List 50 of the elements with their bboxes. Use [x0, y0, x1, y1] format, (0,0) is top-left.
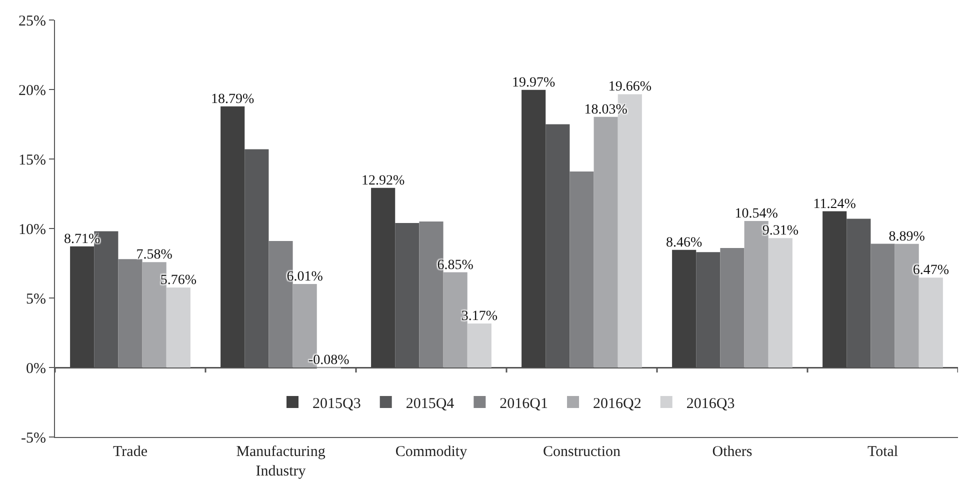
data-label: 18.79% [211, 92, 255, 107]
bar [118, 259, 142, 368]
y-tick-label: 0% [26, 360, 46, 377]
data-label: 19.66% [608, 80, 652, 95]
data-label: 18.03% [584, 102, 628, 118]
bar [720, 248, 744, 368]
bar [594, 116, 618, 368]
data-label: 7.58% [136, 248, 173, 263]
y-tick-label: -5% [21, 430, 46, 446]
bar [918, 278, 943, 368]
legend-label: 2016Q2 [593, 396, 642, 412]
bar [220, 106, 245, 368]
x-tick-label: Manufacturing Industry [236, 444, 326, 480]
x-tick-label: Construction [543, 444, 621, 460]
bar [70, 246, 94, 368]
x-tick-label: Total [867, 444, 898, 460]
legend-label: 2016Q3 [686, 396, 735, 412]
data-label: 19.97% [512, 75, 556, 90]
data-label: 10.54% [734, 206, 778, 222]
x-tick-label: Commodity [395, 444, 468, 460]
data-label: 8.46% [666, 235, 703, 250]
data-label: -0.08% [308, 353, 350, 368]
data-label: 5.76% [160, 272, 197, 288]
y-tick-label: 25% [18, 13, 46, 30]
bar [371, 188, 396, 368]
data-label: 6.01% [286, 269, 324, 284]
bar [672, 250, 696, 368]
legend-label: 2015Q3 [312, 396, 361, 412]
data-label: 3.17% [461, 308, 498, 324]
x-tick-label: Trade [113, 444, 148, 460]
bar [870, 244, 895, 368]
legend-label: 2015Q4 [406, 396, 455, 412]
data-label: 9.31% [762, 224, 799, 239]
y-tick-label: 20% [18, 82, 46, 99]
x-tick-label: Others [712, 444, 752, 460]
data-label: 8.89% [888, 229, 926, 244]
bar [570, 172, 594, 368]
legend-label: 2016Q1 [500, 396, 548, 412]
bar [522, 90, 546, 368]
bar [768, 238, 792, 368]
bar [467, 323, 492, 368]
data-label: 6.47% [912, 263, 950, 278]
bar [822, 211, 847, 368]
data-label: 6.85% [437, 258, 474, 273]
y-tick-label: 5% [26, 291, 46, 308]
y-tick-label: 10% [18, 222, 46, 238]
data-label: 11.24% [813, 196, 856, 212]
data-label: 12.92% [362, 173, 406, 188]
y-tick-label: 15% [18, 152, 46, 168]
bar [166, 287, 190, 368]
